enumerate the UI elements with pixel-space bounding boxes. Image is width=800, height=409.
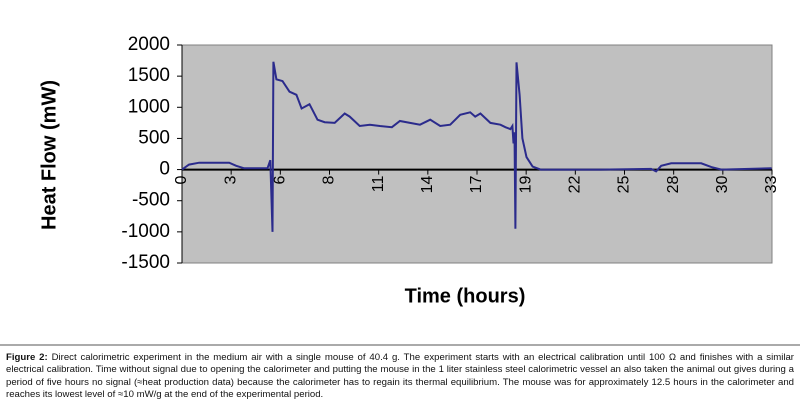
- x-tick-label: 28: [665, 175, 682, 193]
- caption-label: Figure 2:: [6, 352, 48, 363]
- x-tick-label: 14: [419, 175, 436, 193]
- y-tick-label: -1500: [121, 252, 170, 273]
- x-tick-label: 17: [468, 175, 485, 193]
- y-tick-label: 0: [159, 159, 170, 180]
- y-tick-label: 1000: [128, 96, 170, 117]
- y-tick-label: -1000: [121, 221, 170, 242]
- x-tick-label: 0: [173, 175, 190, 184]
- plot-area: [181, 44, 773, 264]
- x-tick-label: 3: [222, 175, 239, 184]
- x-tick-label: 30: [714, 175, 731, 193]
- caption-text: Direct calorimetric experiment in the me…: [6, 352, 794, 401]
- caption: Figure 2: Direct calorimetric experiment…: [6, 352, 794, 402]
- x-tick-label: 11: [370, 175, 387, 192]
- line-series: [181, 61, 772, 232]
- x-tick-label: 25: [616, 175, 633, 193]
- x-tick-label: 33: [763, 175, 780, 193]
- y-tick-label: 500: [138, 127, 170, 148]
- y-axis-title: Heat Flow (mW): [38, 80, 60, 230]
- x-tick-label: 19: [517, 175, 534, 193]
- x-tick-label: 6: [272, 175, 289, 184]
- x-tick-label: 22: [567, 175, 584, 193]
- y-tick-label: 2000: [128, 34, 170, 55]
- y-tick-label: -500: [132, 190, 170, 211]
- x-axis-title: Time (hours): [405, 285, 526, 307]
- chart: Heat Flow (mW) Time (hours) -1500 -1000 -5…: [0, 34, 800, 346]
- y-tick-label: 1500: [128, 65, 170, 86]
- x-tick-label: 8: [321, 175, 338, 184]
